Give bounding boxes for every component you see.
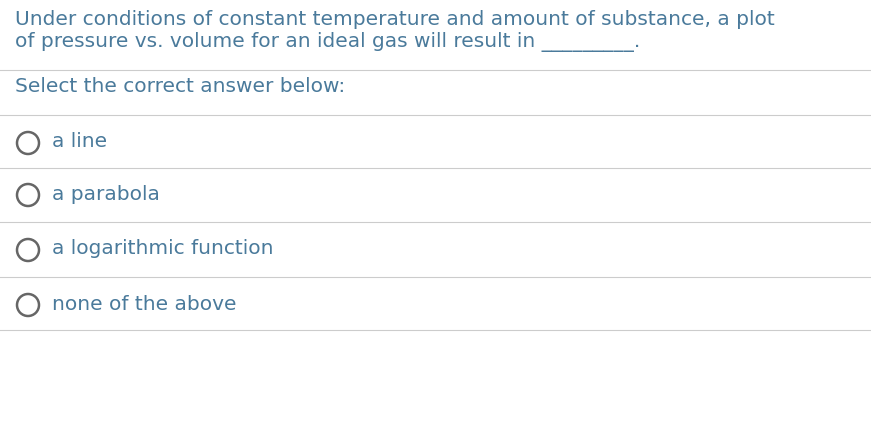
Text: Select the correct answer below:: Select the correct answer below: (15, 77, 345, 96)
Text: a line: a line (52, 132, 107, 152)
Text: a parabola: a parabola (52, 184, 160, 204)
Text: Under conditions of constant temperature and amount of substance, a plot: Under conditions of constant temperature… (15, 10, 774, 29)
Text: none of the above: none of the above (52, 294, 237, 314)
Text: a logarithmic function: a logarithmic function (52, 239, 273, 259)
Text: of pressure vs. volume for an ideal gas will result in _________.: of pressure vs. volume for an ideal gas … (15, 32, 640, 52)
